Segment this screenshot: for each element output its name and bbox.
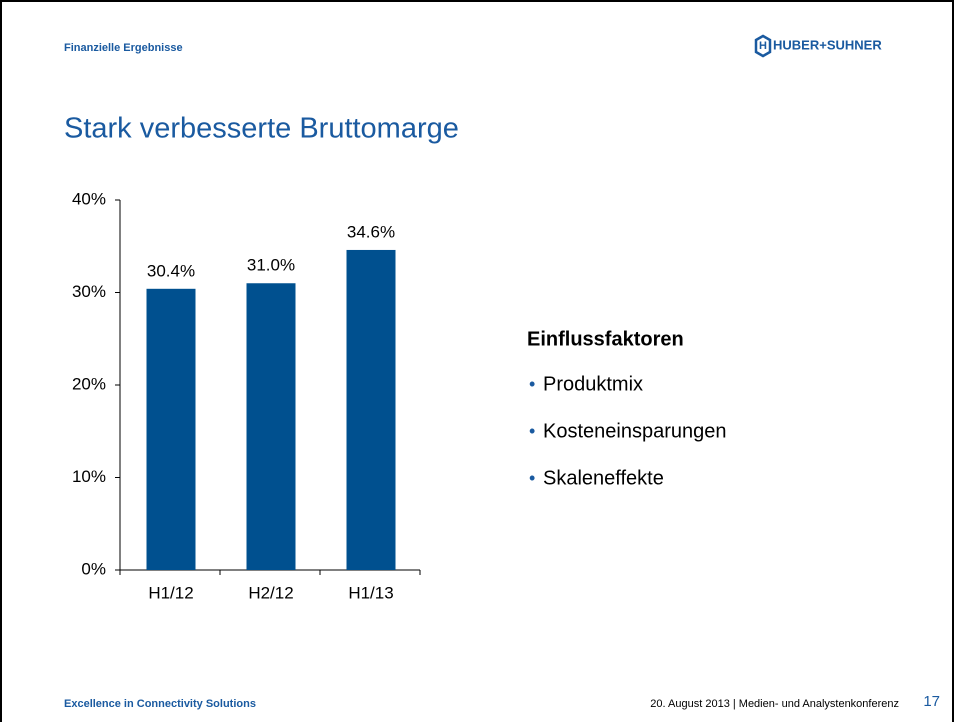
slide-title: Stark verbesserte Bruttomarge [64, 113, 459, 145]
bar [346, 249, 396, 570]
bullet-dot: • [529, 421, 535, 441]
bullet-dot: • [529, 468, 535, 488]
footer-tagline: Excellence in Connectivity Solutions [64, 698, 256, 710]
y-tick-label: 40% [72, 189, 106, 208]
x-tick-label: H1/12 [148, 583, 193, 602]
value-label: 31.0% [247, 256, 295, 275]
bullet-item: Skaleneffekte [543, 467, 664, 489]
x-tick-label: H1/13 [348, 583, 393, 602]
bullet-item: Kosteneinsparungen [543, 420, 726, 442]
bullet-dot: • [529, 374, 535, 394]
bullet-item: Produktmix [543, 373, 643, 395]
y-tick-label: 20% [72, 374, 106, 393]
y-tick-label: 0% [81, 559, 106, 578]
factors-heading: Einflussfaktoren [527, 328, 684, 350]
logo-text: HUBER+SUHNER [773, 37, 882, 52]
footer-event: 20. August 2013 | Medien- und Analystenk… [650, 698, 899, 710]
page-number: 17 [923, 693, 940, 710]
svg-text:H: H [759, 40, 767, 52]
value-label: 30.4% [147, 261, 195, 280]
y-tick-label: 30% [72, 282, 106, 301]
bar [246, 283, 296, 570]
section-label: Finanzielle Ergebnisse [64, 42, 183, 54]
bar [146, 288, 196, 570]
logo-icon: H [754, 34, 772, 58]
y-tick-label: 10% [72, 467, 106, 486]
x-tick-label: H2/12 [248, 583, 293, 602]
value-label: 34.6% [347, 222, 395, 241]
